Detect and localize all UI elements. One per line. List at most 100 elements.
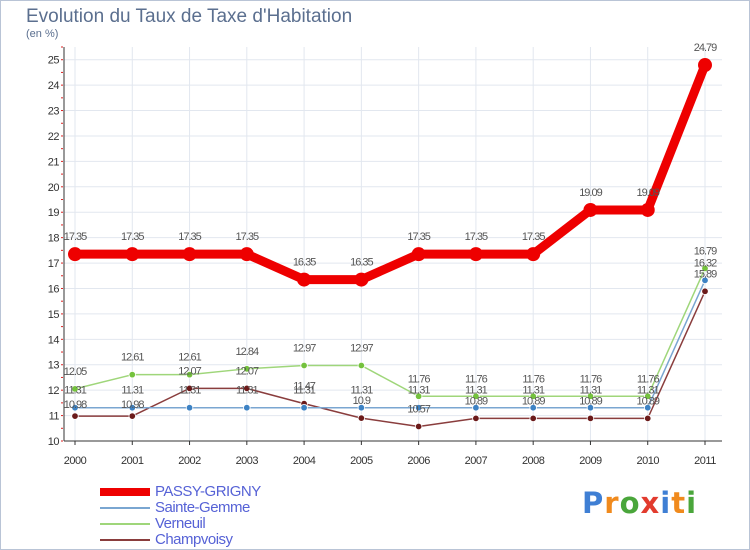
data-label: 12.05 <box>64 366 87 378</box>
data-point <box>357 404 366 412</box>
data-point <box>701 276 709 285</box>
data-label: 10.89 <box>465 395 488 407</box>
data-label: 12.97 <box>350 343 373 355</box>
legend-swatch <box>100 507 150 509</box>
series-points <box>68 58 712 431</box>
data-label: 11.31 <box>293 385 316 397</box>
data-point <box>468 247 483 262</box>
y-tick-label: 25 <box>48 55 60 67</box>
y-axis-ticks: 10 11 12 13 14 15 16 17 18 19 20 21 22 23 24 25 <box>48 55 60 448</box>
data-point <box>411 247 426 262</box>
data-label: 17.35 <box>178 231 201 243</box>
data-label: 11.31 <box>580 385 603 397</box>
data-point <box>68 247 82 262</box>
data-point <box>357 414 366 422</box>
data-point <box>529 392 537 400</box>
x-tick-label: 2001 <box>121 455 144 467</box>
data-point <box>414 422 423 431</box>
axes <box>61 46 722 445</box>
y-tick-label: 23 <box>48 106 60 118</box>
data-point <box>71 412 79 420</box>
data-label: 17.35 <box>236 231 259 243</box>
legend-label: PASSY-GRIGNY <box>155 483 261 500</box>
series-lines <box>70 60 710 428</box>
data-label: 10.57 <box>407 404 430 416</box>
x-tick-label: 2007 <box>465 455 488 467</box>
data-point <box>71 385 79 393</box>
data-point <box>125 247 140 262</box>
y-tick-label: 24 <box>48 80 60 92</box>
data-point <box>640 202 655 217</box>
logo-letter: o <box>619 486 641 520</box>
data-point <box>300 361 308 370</box>
data-point <box>128 412 136 420</box>
data-label: 15.89 <box>694 268 717 280</box>
data-point <box>297 272 312 287</box>
data-point <box>243 404 251 412</box>
x-tick-label: 2011 <box>694 455 716 467</box>
series-line-sainte-gemme <box>74 279 706 409</box>
data-point <box>243 384 251 393</box>
data-point <box>185 384 194 393</box>
data-label: 11.31 <box>637 385 660 397</box>
data-point <box>128 370 136 379</box>
data-labels: 17.35 17.35 17.35 17.35 16.35 16.35 17.35 17.35… <box>64 42 718 416</box>
x-tick-label: 2010 <box>636 455 659 467</box>
y-tick-label: 19 <box>48 207 60 219</box>
legend-item-sainte-gemme: Sainte-Gemme <box>100 499 320 516</box>
data-label: 19.09 <box>636 187 659 199</box>
data-point <box>300 404 308 412</box>
x-tick-label: 2002 <box>178 455 201 467</box>
data-point <box>185 370 194 379</box>
data-point <box>239 247 254 262</box>
series-line-verneuil <box>74 267 706 398</box>
data-label: 11.31 <box>179 385 202 397</box>
logo-letter: i <box>686 486 698 520</box>
data-label: 17.35 <box>407 231 430 243</box>
data-point <box>128 404 136 412</box>
data-label: 12.61 <box>121 352 144 364</box>
data-label: 11.31 <box>522 385 545 397</box>
x-tick-label: 2003 <box>236 455 259 467</box>
data-label: 10.98 <box>64 399 87 411</box>
data-point <box>472 414 480 423</box>
y-tick-label: 15 <box>48 309 60 321</box>
logo-letter: x <box>640 486 661 520</box>
data-label: 11.31 <box>121 385 144 397</box>
data-point <box>414 392 423 400</box>
logo-letter: r <box>604 486 620 520</box>
data-point <box>586 414 595 423</box>
data-label: 12.61 <box>178 352 201 364</box>
x-tick-label: 2009 <box>579 455 602 467</box>
data-label: 12.84 <box>236 346 259 358</box>
y-tick-label: 10 <box>48 436 60 448</box>
data-point <box>529 414 537 423</box>
data-label: 11.76 <box>465 373 488 385</box>
data-point <box>354 272 369 287</box>
x-tick-label: 2004 <box>293 455 316 467</box>
data-point <box>701 287 709 295</box>
data-point <box>71 404 79 412</box>
data-label: 11.76 <box>637 373 660 385</box>
data-point <box>357 361 366 370</box>
data-label: 11.31 <box>64 385 87 397</box>
data-label: 10.98 <box>121 399 144 411</box>
x-tick-label: 2000 <box>64 455 87 467</box>
data-label: 11.31 <box>351 385 374 397</box>
data-label: 16.35 <box>350 257 373 269</box>
logo-letter: t <box>671 486 687 520</box>
x-axis-ticks: 2000 2001 2002 2003 2004 2005 2006 2007 2008 2009… <box>64 455 717 467</box>
data-label: 10.9 <box>353 395 371 407</box>
data-point <box>526 247 541 262</box>
legend-label: Champvoisy <box>155 531 233 548</box>
y-tick-label: 18 <box>48 233 60 245</box>
data-point <box>644 404 652 412</box>
data-point <box>586 404 595 412</box>
data-label: 10.89 <box>579 395 602 407</box>
y-tick-label: 16 <box>48 283 60 295</box>
data-label: 16.35 <box>293 257 316 269</box>
y-tick-label: 11 <box>49 411 60 423</box>
y-tick-label: 14 <box>48 334 60 346</box>
data-point <box>644 414 652 423</box>
logo-letter: P <box>582 486 605 520</box>
